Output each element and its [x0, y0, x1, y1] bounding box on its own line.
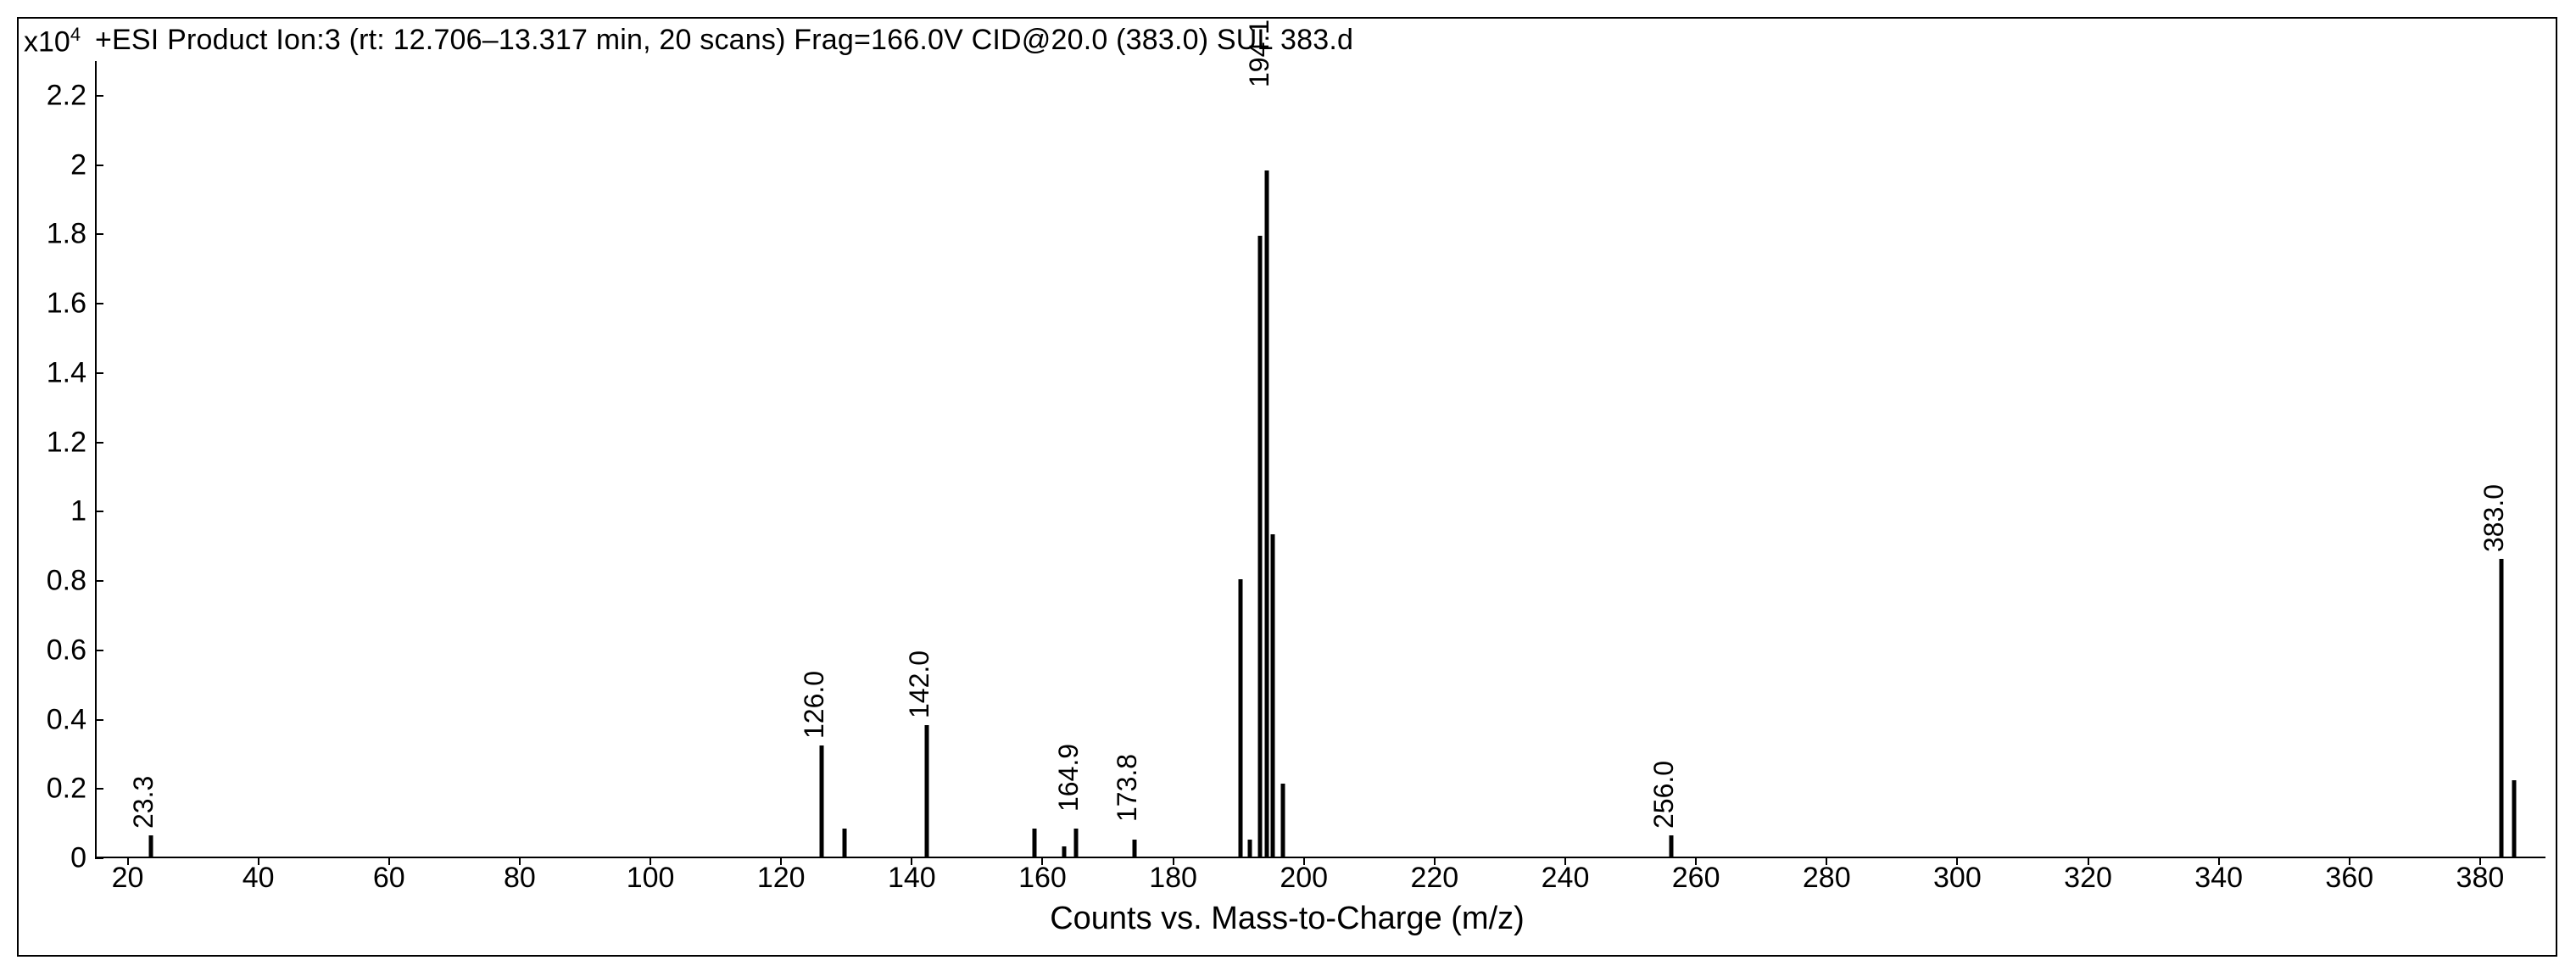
y-tick-mark — [95, 719, 103, 721]
y-tick-label: 0.2 — [19, 773, 95, 806]
y-tick-mark — [95, 303, 103, 304]
x-tick-label: 100 — [627, 862, 675, 895]
spectrum-peak — [2512, 780, 2517, 857]
x-tick-mark — [1826, 857, 1827, 865]
spectrum-peak — [1257, 236, 1262, 857]
x-tick-mark — [388, 857, 390, 865]
y-tick-label: 1.8 — [19, 218, 95, 251]
spectrum-peak — [1032, 829, 1036, 857]
y-tick-label: 1 — [19, 495, 95, 528]
x-tick-mark — [2349, 857, 2350, 865]
chart-title: +ESI Product Ion:3 (rt: 12.706–13.317 mi… — [95, 24, 1353, 57]
spectrum-peak — [843, 829, 847, 857]
x-tick-label: 60 — [373, 862, 405, 895]
y-tick-mark — [95, 650, 103, 651]
x-tick-label: 260 — [1672, 862, 1720, 895]
peak-label: 383.0 — [2478, 483, 2510, 551]
spectrum-peak — [148, 835, 153, 857]
y-tick-label: 0.8 — [19, 565, 95, 598]
spectrum-peak — [1248, 840, 1252, 857]
y-tick-label: 2 — [19, 148, 95, 181]
y-tick-mark — [95, 857, 103, 859]
y-tick-label: 1.6 — [19, 288, 95, 321]
peak-label: 256.0 — [1648, 761, 1680, 829]
peak-label: 194.1 — [1244, 20, 1275, 87]
spectrum-peak — [1265, 170, 1269, 857]
x-tick-label: 320 — [2064, 862, 2112, 895]
x-tick-mark — [1564, 857, 1566, 865]
x-tick-mark — [2088, 857, 2089, 865]
x-tick-mark — [650, 857, 651, 865]
x-tick-label: 280 — [1803, 862, 1851, 895]
peak-label: 142.0 — [904, 650, 935, 718]
x-tick-mark — [127, 857, 129, 865]
spectrum-peak — [1280, 784, 1285, 857]
y-tick-label: 0.6 — [19, 634, 95, 667]
spectrum-peak — [924, 725, 928, 857]
mass-spectrum-chart: x104 +ESI Product Ion:3 (rt: 12.706–13.3… — [17, 17, 2557, 957]
x-tick-mark — [1173, 857, 1174, 865]
x-tick-label: 140 — [888, 862, 936, 895]
spectrum-peak — [1062, 846, 1066, 857]
y-tick-mark — [95, 511, 103, 512]
x-tick-label: 20 — [112, 862, 144, 895]
x-tick-label: 120 — [757, 862, 806, 895]
x-tick-mark — [519, 857, 521, 865]
x-tick-mark — [258, 857, 259, 865]
x-tick-mark — [780, 857, 782, 865]
spectrum-peak — [1132, 840, 1136, 857]
x-tick-mark — [911, 857, 912, 865]
y-tick-mark — [95, 233, 103, 235]
y-tick-label: 1.2 — [19, 426, 95, 459]
y-tick-mark — [95, 95, 103, 97]
y-tick-mark — [95, 788, 103, 790]
x-tick-label: 80 — [504, 862, 536, 895]
x-tick-label: 160 — [1018, 862, 1067, 895]
y-tick-label: 0 — [19, 842, 95, 875]
spectrum-peak — [820, 745, 824, 857]
x-tick-mark — [1041, 857, 1043, 865]
x-tick-label: 40 — [243, 862, 275, 895]
x-tick-label: 360 — [2325, 862, 2373, 895]
x-tick-label: 180 — [1149, 862, 1197, 895]
x-tick-label: 200 — [1280, 862, 1328, 895]
x-tick-label: 240 — [1542, 862, 1590, 895]
y-axis-multiplier: x104 — [24, 24, 81, 59]
x-tick-mark — [2479, 857, 2481, 865]
x-axis-label: Counts vs. Mass-to-Charge (m/z) — [19, 901, 2556, 937]
y-tick-mark — [95, 165, 103, 166]
peak-label: 164.9 — [1053, 744, 1084, 812]
peak-label: 126.0 — [799, 671, 830, 739]
x-tick-label: 380 — [2456, 862, 2505, 895]
y-tick-label: 2.2 — [19, 79, 95, 112]
x-tick-mark — [1303, 857, 1305, 865]
spectrum-peak — [2500, 559, 2504, 857]
y-tick-mark — [95, 372, 103, 374]
plot-area: 23.3126.0142.0164.9173.8194.1256.0383.0 — [95, 61, 2545, 858]
x-tick-label: 220 — [1410, 862, 1458, 895]
spectrum-peak — [1238, 579, 1242, 857]
peak-label: 23.3 — [128, 776, 159, 829]
y-tick-mark — [95, 580, 103, 582]
y-tick-label: 0.4 — [19, 703, 95, 736]
y-mult-base: x10 — [24, 25, 70, 58]
x-tick-label: 340 — [2194, 862, 2243, 895]
x-tick-mark — [2218, 857, 2220, 865]
y-tick-label: 1.4 — [19, 356, 95, 389]
spectrum-peak — [1670, 835, 1674, 857]
spectrum-peak — [1074, 829, 1079, 857]
peak-label: 173.8 — [1112, 754, 1143, 822]
y-mult-exp: 4 — [70, 24, 81, 45]
y-tick-mark — [95, 442, 103, 444]
x-tick-mark — [1434, 857, 1436, 865]
x-tick-mark — [1956, 857, 1958, 865]
spectrum-peak — [1271, 534, 1275, 857]
x-tick-label: 300 — [1933, 862, 1982, 895]
x-tick-mark — [1695, 857, 1697, 865]
